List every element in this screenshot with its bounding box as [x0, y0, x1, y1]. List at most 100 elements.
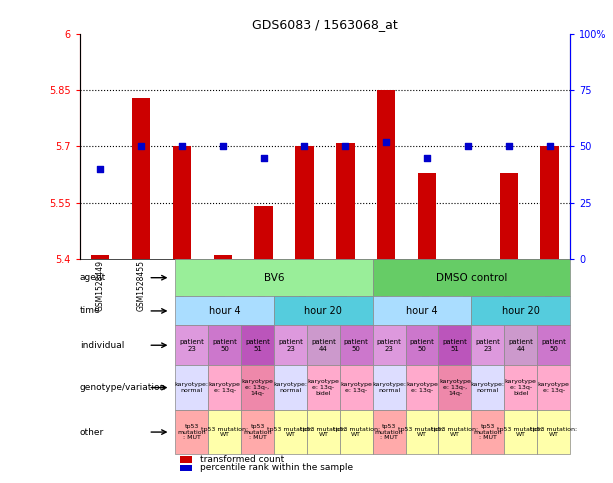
Text: hour 20: hour 20	[305, 306, 342, 316]
Text: patient
50: patient 50	[212, 339, 237, 352]
Bar	[213, 255, 232, 259]
Text: hour 4: hour 4	[209, 306, 240, 316]
Bar	[537, 410, 570, 454]
Bar	[406, 326, 438, 365]
Bar	[500, 172, 518, 259]
Text: tp53
mutation
: MUT: tp53 mutation : MUT	[473, 424, 502, 440]
Bar	[175, 259, 373, 297]
Text: patient
44: patient 44	[311, 339, 336, 352]
Text: individual: individual	[80, 341, 124, 350]
Text: percentile rank within the sample: percentile rank within the sample	[200, 463, 353, 472]
Bar	[175, 410, 208, 454]
Bar	[471, 326, 504, 365]
Text: DMSO control: DMSO control	[436, 273, 507, 283]
Bar	[541, 146, 559, 259]
Text: patient
50: patient 50	[344, 339, 368, 352]
Bar	[373, 410, 406, 454]
Bar	[241, 326, 274, 365]
Text: karyotype
e: 13q-
bidel: karyotype e: 13q- bidel	[505, 379, 536, 396]
Text: tp53 mutation:
WT: tp53 mutation: WT	[530, 426, 577, 438]
Text: karyotype
e: 13q-
bidel: karyotype e: 13q- bidel	[308, 379, 339, 396]
Point	[177, 142, 187, 150]
Point	[95, 165, 105, 173]
Bar	[274, 326, 307, 365]
Point	[300, 142, 310, 150]
Bar	[373, 259, 570, 297]
Bar	[373, 297, 471, 326]
Bar	[208, 326, 241, 365]
Bar	[537, 326, 570, 365]
Text: patient
23: patient 23	[180, 339, 204, 352]
Text: tp53
mutation
: MUT: tp53 mutation : MUT	[243, 424, 272, 440]
Text: patient
44: patient 44	[508, 339, 533, 352]
Point	[545, 142, 555, 150]
Text: karyotype
e: 13q-,
14q-: karyotype e: 13q-, 14q-	[242, 379, 273, 396]
Bar	[274, 410, 307, 454]
Point	[463, 142, 473, 150]
Point	[259, 154, 268, 161]
Text: tp53 mutation:
WT: tp53 mutation: WT	[333, 426, 380, 438]
Text: patient
23: patient 23	[278, 339, 303, 352]
Bar	[274, 297, 373, 326]
Text: tp53 mutation:
WT: tp53 mutation: WT	[267, 426, 314, 438]
Text: karyotype
e: 13q-: karyotype e: 13q-	[406, 382, 438, 393]
Text: tp53 mutation:
WT: tp53 mutation: WT	[201, 426, 248, 438]
Text: tp53 mutation:
WT: tp53 mutation: WT	[432, 426, 479, 438]
Bar	[340, 410, 373, 454]
Bar	[175, 297, 274, 326]
Bar	[438, 326, 471, 365]
Point	[504, 142, 514, 150]
Text: transformed count: transformed count	[200, 455, 284, 464]
Bar	[208, 410, 241, 454]
Text: tp53
mutation
: MUT: tp53 mutation : MUT	[375, 424, 403, 440]
Bar	[406, 365, 438, 410]
Bar	[377, 90, 395, 259]
Bar	[180, 456, 192, 463]
Bar	[295, 146, 314, 259]
Bar	[438, 410, 471, 454]
Bar	[254, 206, 273, 259]
Text: karyotype
e: 13q-: karyotype e: 13q-	[340, 382, 372, 393]
Point	[340, 142, 350, 150]
Point	[218, 142, 227, 150]
Bar	[274, 365, 307, 410]
Bar	[340, 326, 373, 365]
Bar	[418, 172, 436, 259]
Text: tp53
mutation
: MUT: tp53 mutation : MUT	[177, 424, 206, 440]
Text: other: other	[80, 427, 104, 437]
Text: tp53 mutation:
WT: tp53 mutation: WT	[497, 426, 544, 438]
Bar	[504, 326, 537, 365]
Text: patient
23: patient 23	[377, 339, 402, 352]
Bar	[91, 255, 109, 259]
Bar	[175, 326, 208, 365]
Bar	[307, 410, 340, 454]
Bar	[471, 410, 504, 454]
Text: agent: agent	[80, 273, 106, 282]
Bar	[241, 410, 274, 454]
Text: karyotype
e: 13q-: karyotype e: 13q-	[209, 382, 240, 393]
Text: karyotype
e: 13q-,
14q-: karyotype e: 13q-, 14q-	[439, 379, 471, 396]
Bar	[173, 146, 191, 259]
Text: patient
51: patient 51	[245, 339, 270, 352]
Bar	[132, 98, 150, 259]
Bar	[504, 365, 537, 410]
Bar	[340, 365, 373, 410]
Bar	[471, 297, 570, 326]
Point	[136, 142, 146, 150]
Text: genotype/variation: genotype/variation	[80, 383, 166, 392]
Bar	[307, 326, 340, 365]
Text: karyotype:
normal: karyotype: normal	[372, 382, 406, 393]
Text: karyotype:
normal: karyotype: normal	[175, 382, 209, 393]
Text: karyotype:
normal: karyotype: normal	[273, 382, 308, 393]
Bar	[208, 365, 241, 410]
Bar	[504, 410, 537, 454]
Title: GDS6083 / 1563068_at: GDS6083 / 1563068_at	[252, 18, 398, 31]
Text: time: time	[80, 306, 101, 315]
Text: tp53 mutation:
WT: tp53 mutation: WT	[300, 426, 347, 438]
Bar	[336, 142, 354, 259]
Bar	[307, 365, 340, 410]
Bar	[406, 410, 438, 454]
Text: patient
23: patient 23	[476, 339, 500, 352]
Point	[381, 138, 391, 146]
Bar	[241, 365, 274, 410]
